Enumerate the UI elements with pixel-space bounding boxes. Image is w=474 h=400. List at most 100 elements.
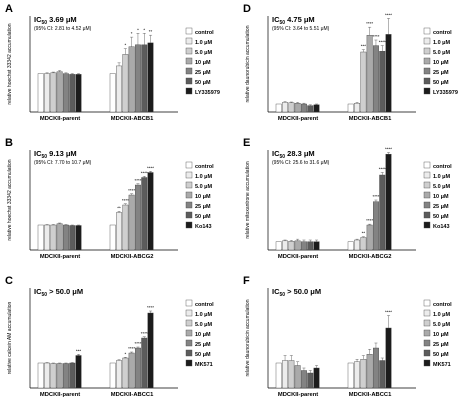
legend-entry: 5.0 μM xyxy=(433,322,451,328)
legend-swatch xyxy=(185,27,193,35)
panel-title: IC50 28.3 μM xyxy=(272,149,315,160)
bar xyxy=(50,224,57,251)
legend-swatch xyxy=(423,57,431,65)
y-axis-label: relative hoechst 33342 accumulation xyxy=(7,159,13,240)
panel-title: IC50 9.13 μM xyxy=(34,149,77,160)
category-label: MDCKII-parent xyxy=(278,392,318,398)
bar xyxy=(63,363,69,389)
y-axis-label: relative mitoxantrone accumulation xyxy=(245,161,251,238)
bar xyxy=(128,352,135,389)
bar xyxy=(69,225,76,251)
legend-entry: Ko143 xyxy=(195,224,212,230)
bar xyxy=(141,177,148,251)
legend-entry: 25 μM xyxy=(433,70,449,76)
bar xyxy=(75,355,82,389)
title-ic: IC xyxy=(34,287,42,296)
legend-entry: control xyxy=(195,164,214,170)
significance-mark: **** xyxy=(134,341,141,346)
chart-panel-c: C IC50 > 50.0 μM relative calcein AM accum… xyxy=(5,275,214,398)
legend-swatch xyxy=(185,37,193,45)
significance-mark: **** xyxy=(128,346,135,351)
bar xyxy=(301,103,307,113)
legend-entry: 25 μM xyxy=(195,70,211,76)
legend-entry: 10 μM xyxy=(195,332,211,338)
legend-swatch xyxy=(423,27,431,35)
legend-entry: 5.0 μM xyxy=(433,50,451,56)
legend-entry: MK571 xyxy=(433,362,451,368)
significance-mark: **** xyxy=(385,12,392,17)
legend-entry: control xyxy=(433,30,452,36)
legend-swatch xyxy=(185,191,193,199)
title-ic: IC xyxy=(272,287,280,296)
legend-entry: 50 μM xyxy=(195,80,211,86)
bar xyxy=(116,212,123,251)
legend-swatch xyxy=(185,339,193,347)
bar xyxy=(56,71,63,113)
legend-swatch xyxy=(185,57,193,65)
significance-mark: **** xyxy=(147,165,154,170)
bar xyxy=(385,34,392,113)
title-subscript: 50 xyxy=(280,20,286,26)
bar xyxy=(282,360,288,389)
bar xyxy=(109,224,116,251)
legend-entry: 5.0 μM xyxy=(195,184,213,190)
significance-mark: **** xyxy=(379,167,386,172)
bar xyxy=(63,224,69,251)
bar xyxy=(360,359,367,389)
bar xyxy=(366,35,373,113)
significance-mark: *** xyxy=(76,348,82,353)
title-subscript: 50 xyxy=(42,20,48,26)
legend-entry: LY335979 xyxy=(433,90,458,96)
y-axis-label: relative daunorubicin accumulation xyxy=(245,25,251,102)
legend-swatch xyxy=(423,359,431,367)
bar xyxy=(50,72,57,113)
legend-entry: 25 μM xyxy=(195,204,211,210)
title-value: 9.13 μM xyxy=(47,149,77,158)
category-label: MDCKII-parent xyxy=(40,254,80,260)
significance-mark: * xyxy=(137,27,139,32)
panel-letter: F xyxy=(243,275,250,287)
legend-swatch xyxy=(423,191,431,199)
bar xyxy=(128,194,135,251)
panel-title: IC50 > 50.0 μM xyxy=(34,287,83,298)
bar xyxy=(122,54,129,113)
significance-mark: * xyxy=(143,27,145,32)
title-subscript: 50 xyxy=(42,154,48,160)
legend-entry: control xyxy=(433,302,452,308)
bar xyxy=(134,184,141,251)
legend-entry: 10 μM xyxy=(433,332,449,338)
panel-title: IC50 4.75 μM xyxy=(272,15,315,26)
confidence-interval: (95% CI: 25.6 to 31.6 μM) xyxy=(272,160,330,166)
bar xyxy=(109,362,116,389)
legend-swatch xyxy=(185,309,193,317)
bar xyxy=(75,225,82,251)
legend-entry: 1.0 μM xyxy=(433,312,451,318)
title-ic: IC xyxy=(272,149,280,158)
bar xyxy=(141,44,148,113)
title-subscript: 50 xyxy=(280,292,286,298)
significance-mark: ** xyxy=(149,29,153,34)
bar xyxy=(147,172,154,251)
category-label: MDCKII-parent xyxy=(40,116,80,122)
bar xyxy=(366,354,373,389)
legend-swatch xyxy=(185,299,193,307)
legend-entry: 1.0 μM xyxy=(195,174,213,180)
legend-entry: 50 μM xyxy=(195,352,211,358)
bar xyxy=(379,51,386,113)
legend-entry: control xyxy=(195,302,214,308)
bar xyxy=(63,73,69,113)
panel-title: IC50 3.69 μM xyxy=(34,15,77,26)
chart-panel-f: F IC50 > 50.0 μM relative daunorubicin acc… xyxy=(243,275,452,398)
legend-swatch xyxy=(423,181,431,189)
significance-mark: * xyxy=(124,43,126,48)
legend-entry: 50 μM xyxy=(433,80,449,86)
title-subscript: 50 xyxy=(280,154,286,160)
confidence-interval: (95% CI: 7.70 to 10.7 μM) xyxy=(34,160,92,166)
bar xyxy=(282,102,288,113)
significance-mark: ** xyxy=(117,205,121,210)
bar xyxy=(134,44,141,113)
legend-swatch xyxy=(185,329,193,337)
